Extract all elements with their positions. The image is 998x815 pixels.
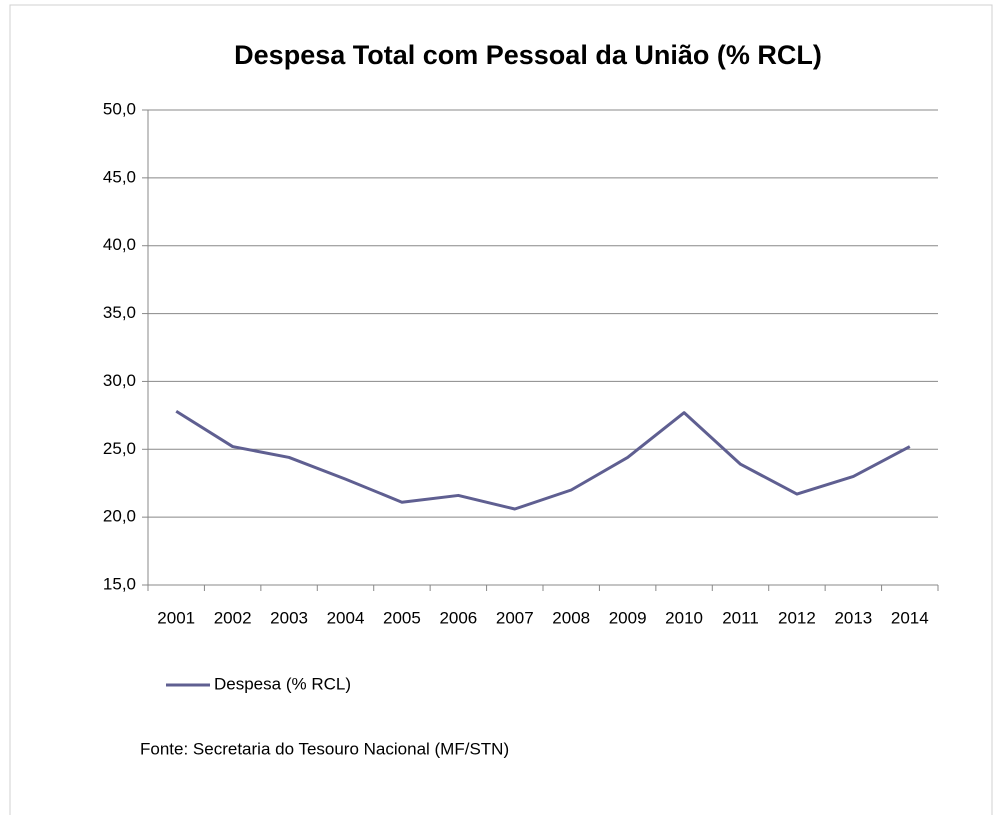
y-tick-label: 40,0 — [103, 235, 136, 254]
chart-frame — [9, 4, 993, 815]
chart-title: Despesa Total com Pessoal da União (% RC… — [234, 40, 822, 70]
x-tick-label: 2013 — [834, 608, 872, 627]
y-tick-label: 45,0 — [103, 167, 136, 186]
y-tick-label: 15,0 — [103, 574, 136, 593]
x-tick-label: 2011 — [722, 608, 759, 627]
x-tick-label: 2005 — [383, 608, 421, 627]
legend-label: Despesa (% RCL) — [214, 674, 351, 693]
x-tick-label: 2004 — [327, 608, 365, 627]
x-tick-label: 2002 — [214, 608, 252, 627]
x-tick-label: 2007 — [496, 608, 534, 627]
x-tick-label: 2012 — [778, 608, 816, 627]
x-tick-label: 2003 — [270, 608, 308, 627]
x-tick-label: 2001 — [157, 608, 195, 627]
y-tick-label: 25,0 — [103, 439, 136, 458]
y-tick-label: 30,0 — [103, 371, 136, 390]
x-tick-label: 2014 — [891, 608, 929, 627]
source-note: Fonte: Secretaria do Tesouro Nacional (M… — [140, 739, 509, 758]
x-tick-label: 2008 — [552, 608, 590, 627]
y-tick-label: 20,0 — [103, 507, 136, 526]
x-tick-label: 2009 — [609, 608, 647, 627]
y-tick-label: 50,0 — [103, 99, 136, 118]
x-tick-label: 2006 — [439, 608, 477, 627]
x-tick-label: 2010 — [665, 608, 703, 627]
y-tick-label: 35,0 — [103, 303, 136, 322]
data-line — [175, 410, 911, 511]
